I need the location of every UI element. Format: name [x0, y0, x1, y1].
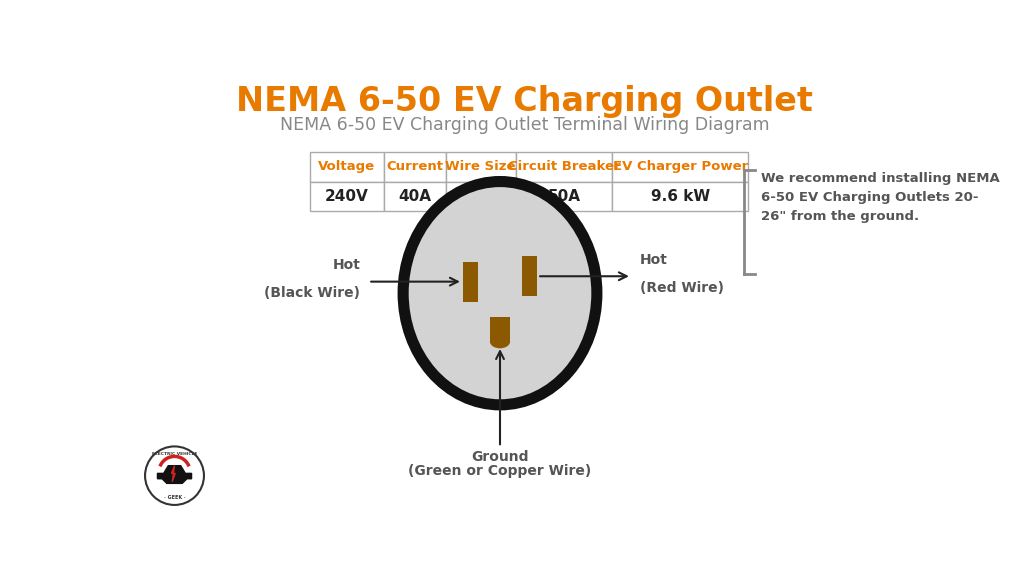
Ellipse shape — [489, 335, 510, 348]
Bar — [445, 181, 515, 211]
Bar — [310, 181, 384, 211]
Bar — [612, 181, 748, 211]
Bar — [310, 152, 384, 181]
Polygon shape — [171, 465, 175, 482]
Text: 50A: 50A — [548, 189, 581, 204]
Text: NEMA 6-50 EV Charging Outlet: NEMA 6-50 EV Charging Outlet — [237, 85, 813, 118]
Bar — [521, 256, 538, 296]
Text: 40A: 40A — [398, 189, 431, 204]
Circle shape — [145, 446, 204, 505]
Text: Ground: Ground — [471, 450, 528, 464]
Bar — [463, 262, 478, 302]
Text: Hot: Hot — [333, 259, 360, 272]
Text: 9.6 kW: 9.6 kW — [650, 189, 710, 204]
Text: (Black Wire): (Black Wire) — [264, 286, 360, 300]
Text: We recommend installing NEMA
6-50 EV Charging Outlets 20-
26" from the ground.: We recommend installing NEMA 6-50 EV Cha… — [761, 172, 999, 223]
Text: Current: Current — [386, 160, 443, 173]
Bar — [384, 181, 445, 211]
Text: · GEEK ·: · GEEK · — [164, 495, 185, 500]
Polygon shape — [158, 465, 191, 483]
Text: Wire Size: Wire Size — [445, 160, 516, 173]
Bar — [489, 317, 510, 342]
Text: Hot: Hot — [640, 253, 668, 267]
Ellipse shape — [403, 181, 597, 405]
Text: (Red Wire): (Red Wire) — [640, 281, 724, 295]
Text: 6AWG: 6AWG — [455, 189, 506, 204]
Bar — [515, 181, 612, 211]
Text: Voltage: Voltage — [318, 160, 376, 173]
Bar — [445, 152, 515, 181]
Text: ELECTRIC VEHICLE: ELECTRIC VEHICLE — [152, 452, 198, 456]
Text: NEMA 6-50 EV Charging Outlet Terminal Wiring Diagram: NEMA 6-50 EV Charging Outlet Terminal Wi… — [280, 116, 770, 134]
Text: (Green or Copper Wire): (Green or Copper Wire) — [409, 464, 592, 478]
Text: Circuit Breaker: Circuit Breaker — [508, 160, 621, 173]
Bar — [384, 152, 445, 181]
Bar — [612, 152, 748, 181]
Text: EV Charger Power: EV Charger Power — [612, 160, 748, 173]
Bar — [515, 152, 612, 181]
Text: 240V: 240V — [325, 189, 369, 204]
